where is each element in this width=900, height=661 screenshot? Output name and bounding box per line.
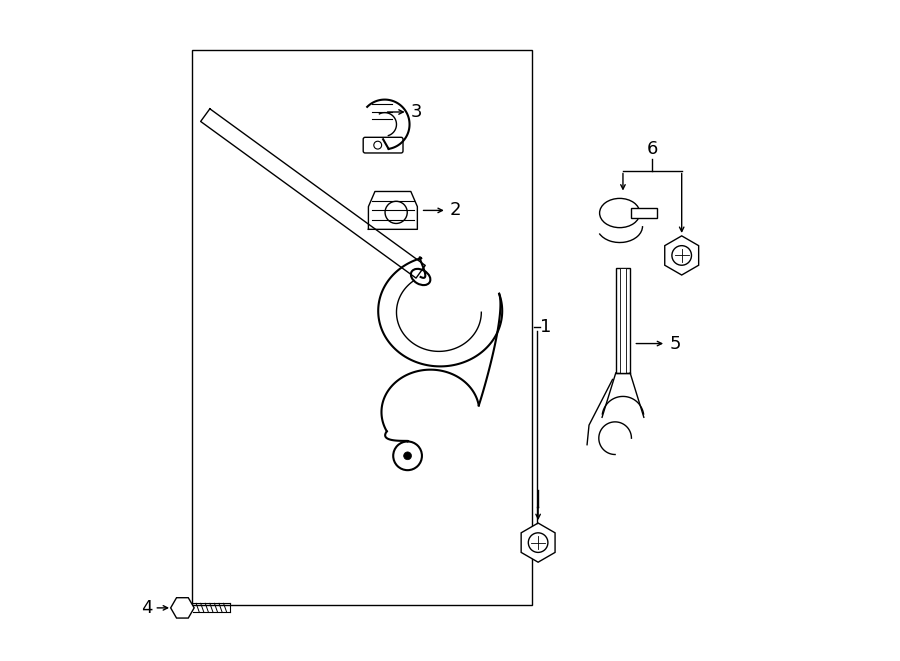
Text: 6: 6: [646, 139, 658, 157]
Ellipse shape: [599, 198, 640, 227]
Circle shape: [393, 442, 422, 470]
Text: 3: 3: [410, 103, 422, 121]
Bar: [616, 268, 630, 373]
Text: 4: 4: [141, 599, 152, 617]
Text: 2: 2: [450, 202, 462, 219]
Polygon shape: [665, 236, 698, 275]
Bar: [193, 50, 532, 605]
FancyBboxPatch shape: [364, 137, 403, 153]
Ellipse shape: [411, 269, 430, 285]
Bar: [631, 208, 657, 218]
Bar: [620, 268, 626, 373]
Polygon shape: [521, 523, 555, 563]
Text: 5: 5: [670, 334, 680, 352]
Polygon shape: [201, 109, 425, 278]
Text: 1: 1: [540, 318, 552, 336]
Polygon shape: [171, 598, 194, 618]
Circle shape: [385, 201, 408, 223]
Polygon shape: [368, 192, 418, 229]
Circle shape: [404, 452, 411, 460]
